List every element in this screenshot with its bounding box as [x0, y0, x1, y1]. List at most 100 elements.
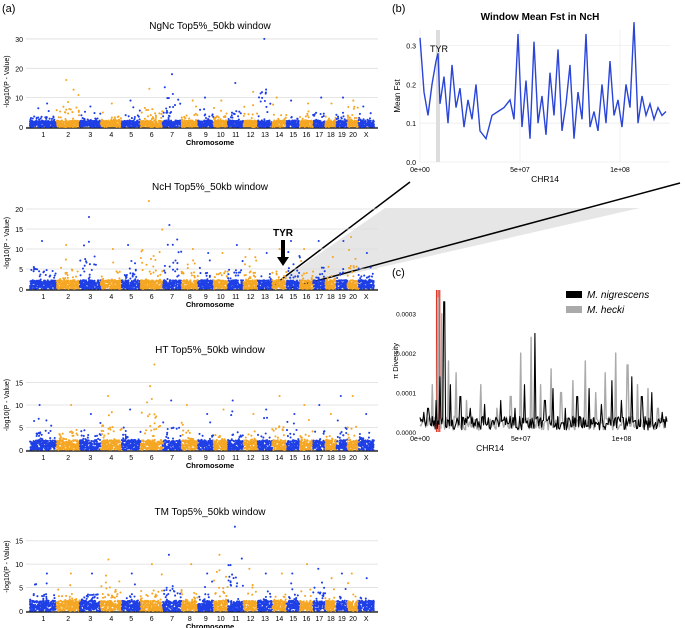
- y-axis-label: -log10(P - Value): [4, 55, 11, 107]
- x-tick-label: 14: [276, 294, 284, 301]
- x-tick-label: 20: [349, 616, 357, 623]
- x-tick-label: 11: [232, 616, 239, 623]
- x-tick-label: 13: [261, 616, 269, 623]
- x-tick-label: 10: [217, 455, 225, 462]
- tyr-annotation-label: TYR: [273, 228, 294, 239]
- panel-label-c: (c): [392, 267, 405, 279]
- x-tick-label: 11: [232, 455, 239, 462]
- chromosome-points-19: [335, 239, 349, 290]
- chromosome-points-2: [55, 403, 81, 452]
- fst-tyr-label: TYR: [430, 44, 449, 54]
- chromosome-points-5: [120, 572, 142, 612]
- manhattan-title: NgNc Top5%_50kb window: [149, 21, 271, 32]
- chromosome-points-16: [298, 247, 315, 290]
- chromosome-points-12: [242, 567, 259, 613]
- x-tick-label: 6: [150, 132, 154, 139]
- chromosome-points-8: [180, 99, 200, 129]
- chromosome-points-19: [335, 394, 349, 452]
- legend-label-hecki: M. hecki: [587, 305, 625, 316]
- x-tick-label: X: [364, 132, 369, 139]
- y-tick-label: 0.1: [406, 121, 416, 128]
- x-tick-label: 7: [170, 294, 174, 301]
- x-tick-label: 19: [338, 455, 346, 462]
- chromosome-points-17: [312, 239, 327, 291]
- x-tick-label: 3: [88, 616, 92, 623]
- x-tick-label: 11: [232, 132, 239, 139]
- y-tick-label: 5: [19, 586, 23, 593]
- x-tick-label: 9: [204, 132, 208, 139]
- x-tick-label: 1: [41, 616, 45, 623]
- x-axis-label: Chromosome: [186, 461, 234, 470]
- x-tick-label: 8: [188, 455, 192, 462]
- y-tick-label: 0: [19, 609, 23, 616]
- chromosome-points-3: [78, 215, 102, 291]
- fst-series-line: [419, 22, 667, 141]
- manhattan-title: TM Top5%_50kb window: [155, 507, 267, 518]
- x-tick-label: 2: [66, 455, 70, 462]
- x-tick-label: 20: [349, 455, 357, 462]
- chromosome-points-4: [99, 102, 123, 129]
- x-tick-label: 1: [41, 455, 45, 462]
- x-tick-label: 10: [217, 616, 225, 623]
- x-tick-label: 12: [247, 616, 255, 623]
- chromosome-points-1: [29, 239, 58, 290]
- chromosome-points-13: [256, 251, 274, 291]
- x-tick-label: 5: [129, 132, 133, 139]
- x-tick-label: 13: [261, 455, 269, 462]
- manhattan-panel-1: NgNc Top5%_50kb window 0 10 20 30 -log10(P - …: [4, 21, 378, 147]
- chromosome-points-X: [357, 577, 375, 613]
- chromosome-points-2: [55, 572, 81, 613]
- x-tick-label: 4: [109, 616, 113, 623]
- x-tick-label: 17: [315, 455, 323, 462]
- chromosome-points-12: [242, 90, 259, 128]
- x-axis-label: CHR14: [476, 443, 504, 453]
- chromosome-points-6: [139, 563, 164, 612]
- chromosome-points-9: [197, 251, 215, 291]
- chromosome-points-7: [161, 399, 183, 452]
- x-axis-label: CHR14: [531, 174, 559, 184]
- x-tick-label: 14: [276, 132, 284, 139]
- chromosome-points-15: [285, 99, 301, 129]
- chromosome-points-18: [324, 577, 338, 613]
- x-tick-label: 18: [327, 616, 335, 623]
- x-tick-label: 0e+00: [410, 167, 430, 174]
- y-tick-label: 0.0003: [396, 312, 416, 319]
- x-tick-label: 6: [150, 455, 154, 462]
- x-tick-label: 7: [170, 616, 174, 623]
- x-tick-label: 6: [150, 616, 154, 623]
- x-tick-label: 17: [315, 616, 323, 623]
- chromosome-points-5: [120, 243, 142, 291]
- chromosome-points-10: [212, 553, 229, 613]
- x-tick-label: 18: [327, 132, 335, 139]
- x-tick-label: 1: [41, 294, 45, 301]
- x-tick-label: 14: [276, 455, 284, 462]
- chromosome-points-11: [227, 81, 245, 128]
- x-tick-label: 16: [303, 455, 311, 462]
- chromosome-points-14: [271, 96, 288, 129]
- chromosome-points-X: [357, 412, 375, 452]
- chromosome-points-X: [357, 105, 375, 129]
- legend-swatch-hecki: [566, 306, 582, 313]
- y-axis-label: Mean Fst: [393, 79, 402, 113]
- chromosome-points-3: [78, 105, 102, 128]
- chromosome-points-3: [78, 572, 102, 612]
- y-tick-label: 30: [15, 37, 23, 44]
- chromosome-points-2: [55, 243, 81, 291]
- x-tick-label: 16: [303, 294, 311, 301]
- x-tick-label: 1e+08: [610, 167, 630, 174]
- x-tick-label: 6: [150, 294, 154, 301]
- chromosome-points-12: [242, 412, 259, 451]
- y-axis-label: -log10(P - Value): [4, 379, 11, 431]
- y-tick-label: 0.0000: [396, 430, 416, 437]
- x-tick-label: 12: [247, 455, 255, 462]
- chromosome-points-2: [55, 78, 81, 129]
- x-tick-label: 20: [349, 294, 357, 301]
- x-tick-label: 9: [204, 616, 208, 623]
- y-tick-label: 0.0: [406, 160, 416, 167]
- x-tick-label: 1: [41, 132, 45, 139]
- chromosome-points-6: [139, 363, 164, 451]
- x-tick-label: X: [364, 294, 369, 301]
- x-tick-label: 9: [204, 455, 208, 462]
- y-axis-label: -log10(P - Value): [4, 217, 11, 269]
